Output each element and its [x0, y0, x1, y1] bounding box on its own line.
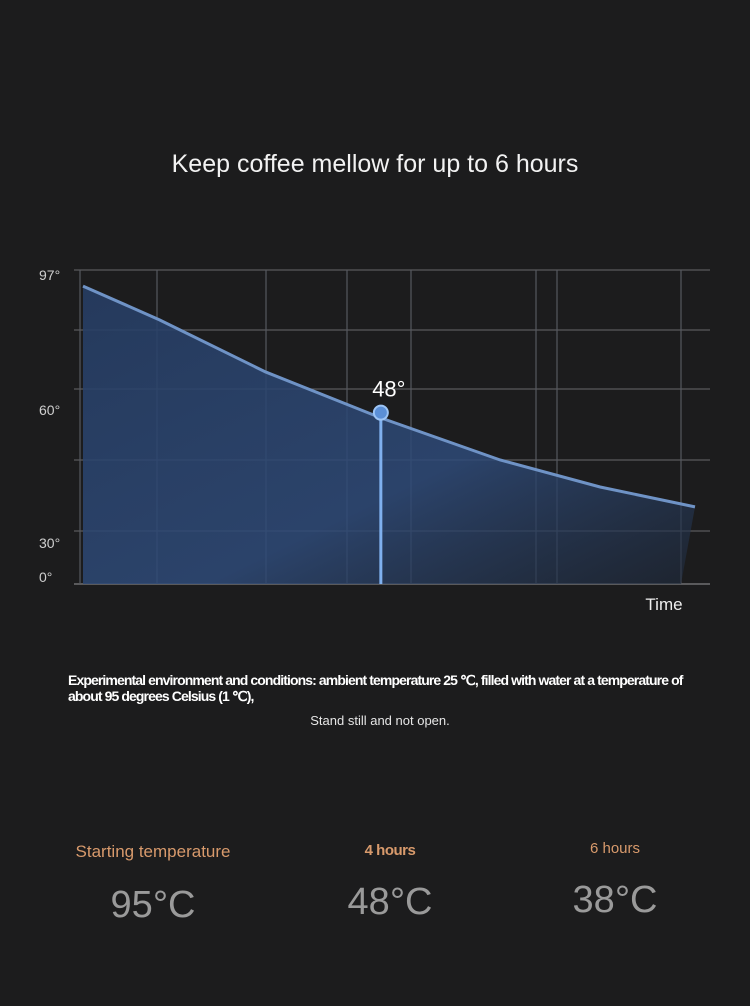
stat-4-hours: 4 hours 48°C	[290, 842, 490, 924]
stat-start: Starting temperature 95°C	[48, 842, 258, 927]
y-tick-label: 30°	[39, 535, 60, 551]
stat-label: Starting temperature	[75, 842, 231, 861]
stat-value: 95°C	[110, 884, 196, 926]
stat-value: 38°C	[572, 879, 658, 921]
temperature-chart: 48° 0° 30° 60° 97° Time	[39, 267, 710, 614]
headline: Keep coffee mellow for up to 6 hours	[171, 150, 579, 178]
y-tick-label: 0°	[39, 569, 52, 585]
marker-label: 48°	[372, 377, 405, 402]
y-tick-label: 60°	[39, 402, 60, 418]
conditions-note: Experimental environment and conditions:…	[68, 672, 683, 704]
instruction-note: Stand still and not open.	[310, 713, 450, 728]
marker-point	[372, 404, 389, 421]
stat-value: 48°C	[347, 881, 433, 923]
x-axis-label: Time	[645, 595, 682, 614]
stat-label: 6 hours	[589, 840, 641, 857]
area-fill	[83, 286, 695, 584]
y-tick-label: 97°	[39, 267, 60, 283]
stat-label: 4 hours	[364, 842, 416, 859]
stat-6-hours: 6 hours 38°C	[515, 840, 715, 922]
